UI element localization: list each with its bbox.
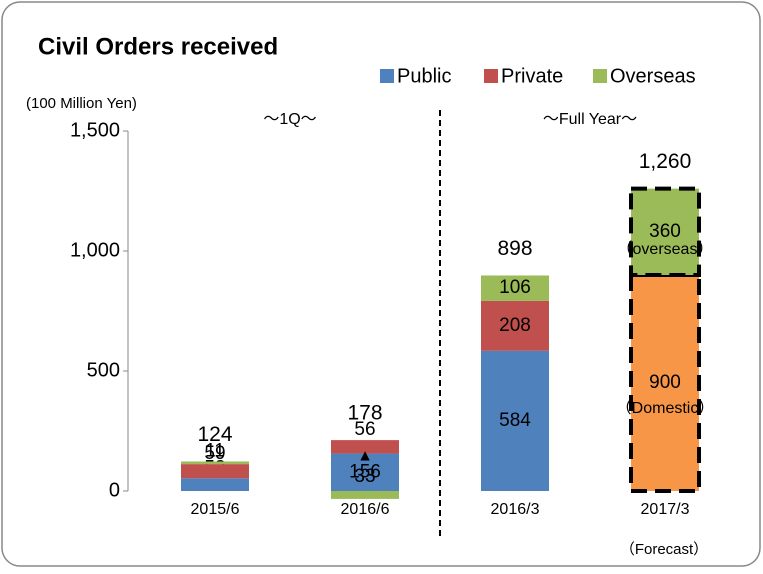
bar-segment [481,275,549,301]
legend-label: Public [397,65,451,87]
bar-segment [629,273,701,493]
bar-segment [331,491,399,499]
chart-title: Civil Orders received [38,33,278,60]
bar-segment [331,440,399,454]
segment-annotation: （Domestic） [616,399,715,417]
bar-segment [181,461,249,465]
bar-segment [481,350,549,491]
x-tick-label: 2017/3 [641,501,690,518]
negative-marker: ▲ [357,447,373,464]
forecast-label: （Forecast） [620,541,708,558]
y-tick-label: 1,000 [70,239,120,261]
total-label: 1,260 [639,150,692,173]
value-label: 360 [649,221,681,242]
legend-swatch [593,69,607,83]
x-tick-label: 2016/6 [341,501,390,518]
value-label: 33 [354,466,375,487]
bar-segment [481,300,549,351]
y-axis-label: (100 Million Yen) [26,95,137,112]
y-tick-label: 500 [87,359,120,381]
segment-annotation: （overseas） [617,240,714,258]
period-label: ～1Q～ [263,111,316,128]
value-label: 208 [499,315,531,336]
value-label: 56 [354,419,375,440]
bar-segment [181,478,249,491]
value-label: 584 [499,410,531,431]
value-label: 59 [204,443,225,464]
legend-swatch [484,69,498,83]
total-label: 178 [347,402,382,425]
value-label: 11 [205,440,225,461]
x-tick-label: 2016/3 [491,501,540,518]
bar-segment [629,186,701,278]
bar-segment [331,453,399,491]
y-tick-label: 1,500 [70,119,120,141]
legend-swatch [380,69,394,83]
total-label: 124 [197,423,232,446]
value-label: 106 [499,277,531,298]
y-tick-label: 0 [109,479,120,501]
total-label: 898 [497,237,532,260]
legend-label: Overseas [610,65,696,87]
value-label: 156 [349,461,381,482]
period-label: ～Full Year～ [543,111,637,128]
bar-segment [181,464,249,479]
x-tick-label: 2015/6 [191,501,240,518]
value-label: 900 [649,372,681,393]
legend-label: Private [501,65,563,87]
